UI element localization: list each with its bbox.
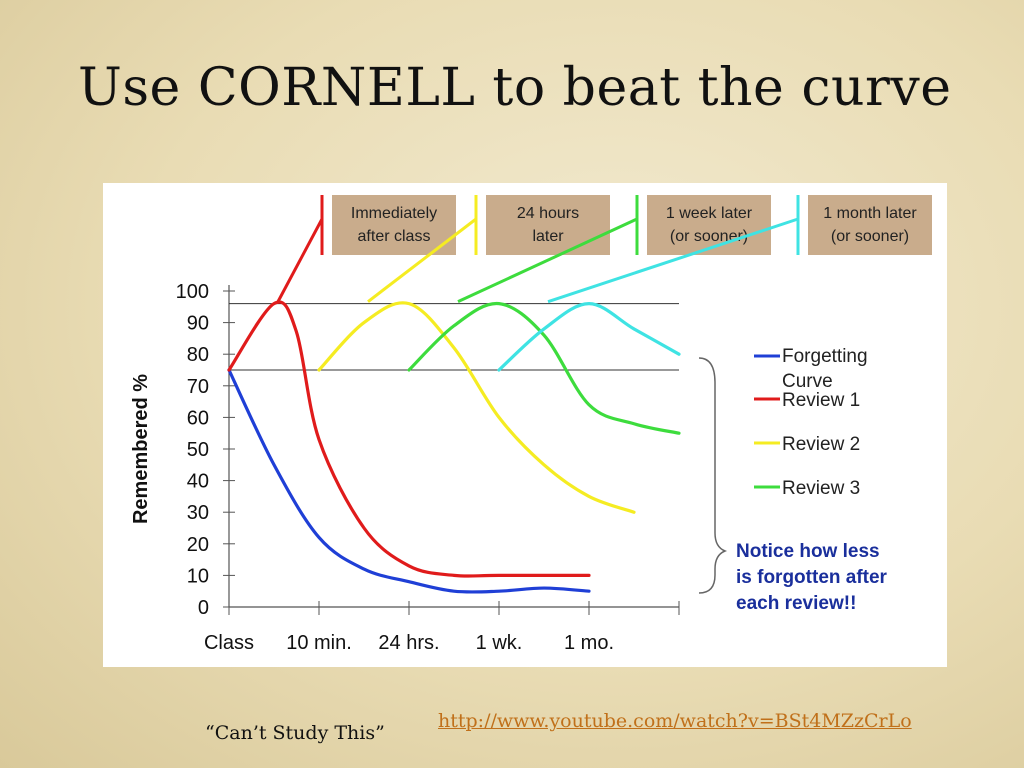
timing-connector bbox=[367, 217, 477, 303]
y-tick-label: 30 bbox=[187, 502, 209, 524]
forgetting-curve-line bbox=[227, 368, 591, 594]
timing-box-label: later bbox=[532, 228, 564, 245]
annotation-text: Notice how less bbox=[736, 541, 880, 562]
review-3-line bbox=[407, 302, 681, 435]
x-tick-label: Class bbox=[204, 632, 254, 654]
timing-box bbox=[808, 195, 932, 255]
timing-box-label: (or sooner) bbox=[831, 228, 909, 245]
y-tick-label: 40 bbox=[187, 471, 209, 493]
legend-label: Curve bbox=[782, 371, 833, 392]
annotation-text: each review!! bbox=[736, 593, 856, 614]
timing-connector bbox=[457, 217, 638, 304]
y-tick-label: 10 bbox=[187, 565, 209, 587]
slide-title: Use CORNELL to beat the curve bbox=[78, 58, 952, 118]
x-tick-label: 1 wk. bbox=[476, 632, 523, 654]
review-1-line bbox=[227, 300, 591, 578]
timing-box-label: 24 hours bbox=[517, 205, 579, 222]
x-tick-label: 24 hrs. bbox=[378, 632, 439, 654]
annotation-text: is forgotten after bbox=[736, 567, 888, 588]
forgetting-curve-chart: 0 10 20 30 40 50 60 70 80 90 100 Class 10 min. 24 hrs… bbox=[130, 195, 932, 654]
legend-label: Review 3 bbox=[782, 478, 860, 499]
video-caption: “Can’t Study This” bbox=[205, 722, 385, 744]
timing-box-label: 1 month later bbox=[823, 205, 917, 222]
chart-panel: 0 10 20 30 40 50 60 70 80 90 100 Class 10 min. 24 hrs… bbox=[103, 183, 947, 667]
timing-box bbox=[332, 195, 456, 255]
curly-brace bbox=[698, 357, 728, 594]
timing-connector bbox=[276, 218, 324, 303]
legend-label: Review 1 bbox=[782, 390, 860, 411]
youtube-link[interactable]: http://www.youtube.com/watch?v=BSt4MZzCr… bbox=[438, 710, 912, 732]
review-4-line bbox=[497, 302, 681, 372]
legend-label: Forgetting bbox=[782, 346, 868, 367]
y-axis-label: Remembered % bbox=[130, 374, 152, 524]
y-tick-label: 70 bbox=[187, 376, 209, 398]
y-tick-label: 60 bbox=[187, 407, 209, 429]
y-tick-label: 20 bbox=[187, 534, 209, 556]
timing-box-label: Immediately bbox=[351, 205, 437, 222]
timing-box-label: (or sooner) bbox=[670, 228, 748, 245]
timing-connector bbox=[547, 217, 799, 304]
review-2-line bbox=[317, 301, 636, 514]
x-tick-label: 1 mo. bbox=[564, 632, 614, 654]
y-tick-label: 100 bbox=[176, 281, 209, 303]
timing-box bbox=[647, 195, 771, 255]
y-tick-label: 0 bbox=[198, 597, 209, 619]
x-tick-label: 10 min. bbox=[286, 632, 352, 654]
timing-box-label: after class bbox=[358, 228, 431, 245]
y-tick-label: 80 bbox=[187, 344, 209, 366]
timing-box bbox=[486, 195, 610, 255]
legend-label: Review 2 bbox=[782, 434, 860, 455]
y-tick-label: 50 bbox=[187, 439, 209, 461]
y-tick-label: 90 bbox=[187, 313, 209, 335]
timing-box-label: 1 week later bbox=[666, 205, 753, 222]
